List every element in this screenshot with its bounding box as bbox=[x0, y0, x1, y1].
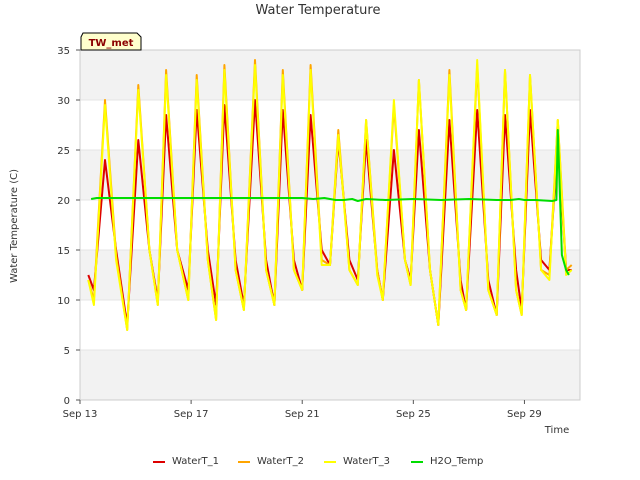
grid-band bbox=[80, 350, 580, 400]
plot-background bbox=[79, 49, 581, 401]
legend-label: WaterT_1 bbox=[172, 456, 219, 467]
legend-item-watert-3: WaterT_3 bbox=[324, 456, 390, 467]
legend-item-h2o-temp: H2O_Temp bbox=[411, 456, 483, 467]
y-tick-label: 20 bbox=[57, 196, 70, 207]
x-tick-label: Sep 21 bbox=[285, 409, 320, 420]
x-tick-label: Sep 29 bbox=[507, 409, 542, 420]
y-tick-label: 10 bbox=[57, 296, 70, 307]
series-line-h2o-temp bbox=[90, 129, 570, 276]
station-badge-label: TW_met bbox=[89, 38, 134, 49]
grid-band bbox=[80, 150, 580, 200]
chart-title: Water Temperature bbox=[256, 3, 381, 18]
x-axis-label: Time bbox=[544, 425, 569, 436]
legend-label: H2O_Temp bbox=[430, 456, 483, 467]
legend-item-watert-2: WaterT_2 bbox=[238, 456, 304, 467]
x-tick-label: Sep 25 bbox=[396, 409, 431, 420]
x-axis-ticks: Sep 13 Sep 17 Sep 21 Sep 25 Sep 29 bbox=[63, 400, 542, 420]
plot-border bbox=[79, 49, 581, 401]
y-tick-label: 5 bbox=[64, 346, 70, 357]
legend-label: WaterT_3 bbox=[343, 456, 390, 467]
x-tick-label: Sep 13 bbox=[63, 409, 98, 420]
y-axis-ticks: 0 5 10 15 20 25 30 35 bbox=[57, 46, 80, 407]
legend-item-watert-1: WaterT_1 bbox=[153, 456, 219, 467]
station-badge: TW_met bbox=[80, 32, 142, 51]
series-line-watert-3 bbox=[87, 59, 573, 331]
y-tick-label: 25 bbox=[57, 146, 70, 157]
grid-band bbox=[80, 50, 580, 100]
y-tick-label: 30 bbox=[57, 96, 70, 107]
y-axis-label: Water Temperature (C) bbox=[9, 169, 20, 283]
y-tick-label: 15 bbox=[57, 246, 70, 257]
y-tick-label: 35 bbox=[57, 46, 70, 57]
y-tick-label: 0 bbox=[64, 396, 70, 407]
legend-label: WaterT_2 bbox=[257, 456, 304, 467]
station-badge-box bbox=[80, 32, 142, 51]
series-layer bbox=[87, 59, 573, 331]
legend: WaterT_1 WaterT_2 WaterT_3 H2O_Temp bbox=[153, 456, 483, 467]
x-tick-label: Sep 17 bbox=[174, 409, 209, 420]
plot-area bbox=[80, 50, 580, 400]
